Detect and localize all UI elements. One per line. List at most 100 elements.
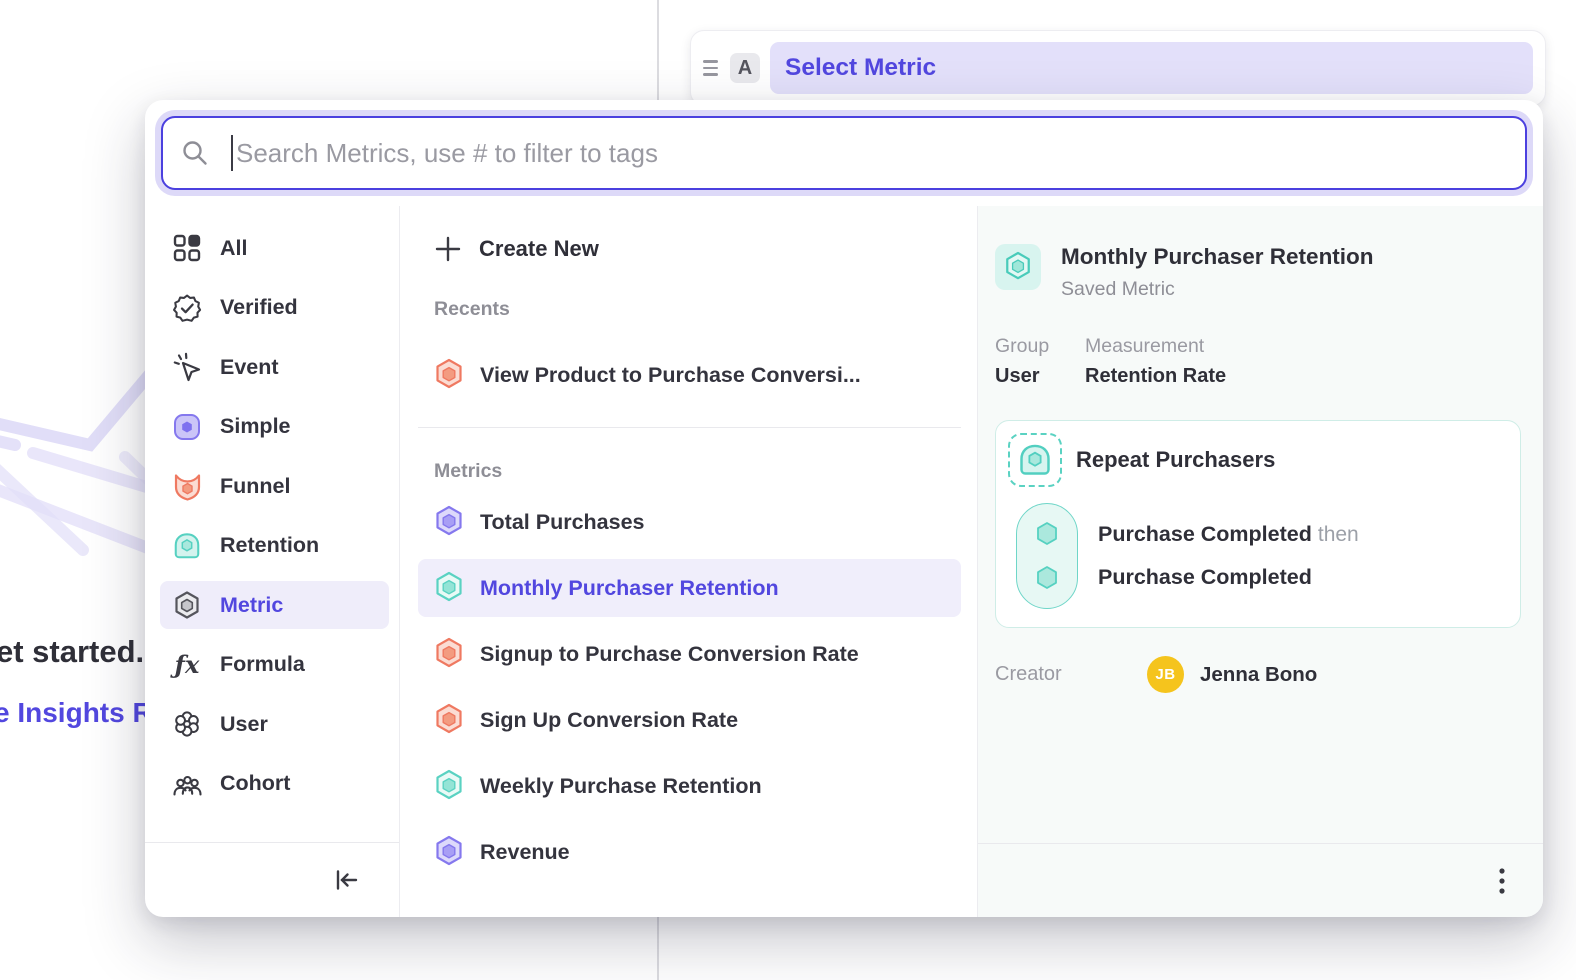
metric-hexagon-icon (172, 590, 202, 620)
metric-detail-panel: Monthly Purchaser Retention Saved Metric… (978, 206, 1543, 917)
metric-label: Monthly Purchaser Retention (480, 576, 779, 601)
metric-list-panel: Create New Recents View Product to Purch… (400, 206, 978, 917)
detail-title: Monthly Purchaser Retention (1061, 244, 1374, 270)
background-heading-fragment: et started. (0, 634, 144, 670)
metric-label: Weekly Purchase Retention (480, 774, 762, 799)
sidebar-footer (145, 842, 399, 917)
measurement-label: Measurement (1085, 335, 1226, 358)
group-label: Group (995, 335, 1085, 358)
list-divider (418, 427, 961, 428)
measurement-value: Retention Rate (1085, 365, 1226, 388)
recent-metric-item[interactable]: View Product to Purchase Conversi... (418, 347, 961, 403)
filter-sidebar: All Verified (145, 206, 400, 917)
sidebar-item-label: Simple (220, 414, 291, 439)
metrics-section-label: Metrics (434, 460, 961, 483)
metric-list-item[interactable]: Weekly Purchase Retention (418, 757, 961, 815)
collapse-sidebar-button[interactable] (327, 861, 365, 899)
sidebar-item-formula[interactable]: ƒx Formula (160, 641, 389, 689)
drag-handle-icon[interactable] (701, 56, 720, 80)
step-2-event: Purchase Completed (1098, 565, 1359, 590)
metric-list-item-selected[interactable]: Monthly Purchaser Retention (418, 559, 961, 617)
step-1-event: Purchase Completed (1098, 522, 1312, 546)
sidebar-item-retention[interactable]: Retention (160, 522, 389, 570)
simple-hexagon-icon (172, 412, 202, 442)
retention-metric-badge-icon (434, 769, 464, 803)
detail-footer (978, 843, 1543, 917)
event-hexagon-icon (1035, 565, 1059, 591)
simple-metric-badge-icon (434, 505, 464, 539)
metric-list-item[interactable]: Signup to Purchase Conversion Rate (418, 625, 961, 683)
metric-list-item[interactable]: Sign Up Conversion Rate (418, 691, 961, 749)
metric-clause-row[interactable]: A Select Metric (690, 30, 1546, 106)
sidebar-item-label: All (220, 236, 247, 261)
detail-meta: Group User Measurement Retention Rate (995, 335, 1521, 388)
metric-list-item[interactable]: Revenue (418, 823, 961, 881)
retention-metric-badge-icon (995, 244, 1041, 290)
text-caret (231, 135, 233, 171)
sidebar-item-label: Funnel (220, 474, 290, 499)
page: et started. e Insights Re A Select Metri… (0, 0, 1576, 980)
metric-definition-card: Repeat Purchasers (995, 420, 1521, 628)
sidebar-item-label: Retention (220, 533, 319, 558)
search-box[interactable] (161, 116, 1527, 190)
creator-avatar: JB (1147, 656, 1184, 693)
sidebar-item-label: Cohort (220, 771, 290, 796)
metric-label: Revenue (480, 840, 570, 865)
retention-metric-badge-icon (434, 571, 464, 605)
sidebar-item-label: Verified (220, 295, 298, 320)
sidebar-item-label: Formula (220, 652, 305, 677)
step-joiner: then (1318, 523, 1359, 546)
create-new-label: Create New (479, 236, 599, 262)
more-options-button[interactable] (1493, 861, 1511, 901)
search-input[interactable] (236, 138, 1507, 169)
kebab-menu-icon (1497, 865, 1507, 897)
funnel-metric-badge-icon (434, 358, 464, 392)
retention-definition-icon (1008, 433, 1062, 487)
definition-card-title: Repeat Purchasers (1076, 447, 1275, 473)
cursor-click-icon (172, 352, 202, 382)
metric-label: Sign Up Conversion Rate (480, 708, 738, 733)
detail-subtitle: Saved Metric (1061, 278, 1374, 301)
group-value: User (995, 365, 1085, 388)
verified-badge-icon (172, 293, 202, 323)
retention-steps-capsule (1016, 503, 1078, 609)
simple-metric-badge-icon (434, 835, 464, 869)
creator-row: Creator JB Jenna Bono (995, 656, 1521, 693)
sidebar-item-metric[interactable]: Metric (160, 581, 389, 629)
metric-picker-modal: All Verified (145, 100, 1543, 917)
metric-label: Signup to Purchase Conversion Rate (480, 642, 859, 667)
detail-header: Monthly Purchaser Retention Saved Metric (995, 244, 1521, 301)
plus-icon (434, 235, 462, 263)
cohort-people-icon (172, 769, 202, 799)
funnel-metric-badge-icon (434, 637, 464, 671)
creator-label: Creator (995, 663, 1147, 686)
funnel-metric-badge-icon (434, 703, 464, 737)
collapse-left-icon (331, 865, 361, 895)
user-cluster-icon (172, 709, 202, 739)
funnel-icon (172, 471, 202, 501)
sidebar-item-label: Metric (220, 593, 283, 618)
insights-report-link[interactable]: e Insights Re (0, 697, 168, 729)
metric-list-item[interactable]: Total Purchases (418, 493, 961, 551)
sidebar-item-label: User (220, 712, 268, 737)
event-hexagon-icon (1035, 521, 1059, 547)
create-new-button[interactable]: Create New (418, 224, 961, 274)
sidebar-item-verified[interactable]: Verified (160, 284, 389, 332)
metric-label: Total Purchases (480, 510, 645, 535)
recents-section-label: Recents (434, 298, 961, 321)
sidebar-item-all[interactable]: All (160, 224, 389, 272)
search-icon (181, 139, 209, 167)
grid-icon (172, 233, 202, 263)
retention-arch-icon (172, 531, 202, 561)
select-metric-field[interactable]: Select Metric (770, 42, 1533, 94)
sidebar-item-user[interactable]: User (160, 700, 389, 748)
formula-fx-icon: ƒx (172, 650, 202, 679)
recent-metric-label: View Product to Purchase Conversi... (480, 363, 861, 388)
sidebar-item-label: Event (220, 355, 279, 380)
sidebar-item-event[interactable]: Event (160, 343, 389, 391)
search-area (145, 100, 1543, 190)
sidebar-item-simple[interactable]: Simple (160, 403, 389, 451)
sidebar-item-funnel[interactable]: Funnel (160, 462, 389, 510)
sidebar-item-cohort[interactable]: Cohort (160, 760, 389, 808)
select-metric-label: Select Metric (785, 54, 936, 82)
